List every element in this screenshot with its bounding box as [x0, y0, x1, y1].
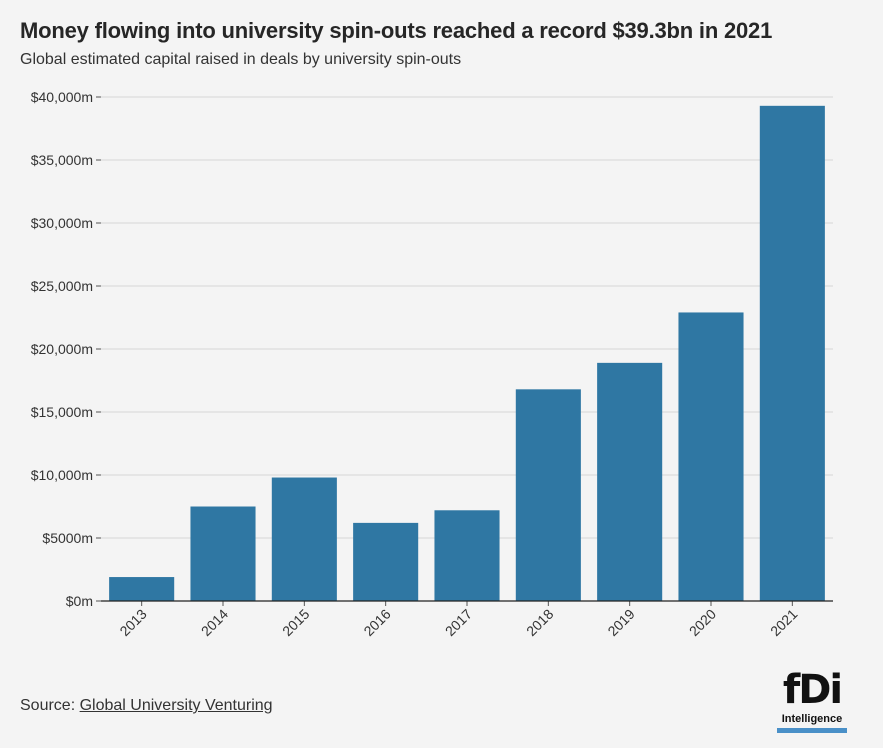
logo-mark: fDi — [782, 667, 843, 713]
logo-accent-bar — [777, 728, 847, 733]
x-tick-label: 2018 — [523, 606, 556, 639]
bar-2020 — [678, 312, 744, 601]
x-tick-label: 2017 — [442, 606, 475, 639]
y-tick-label: $0m — [66, 593, 93, 609]
x-tick-label: 2019 — [604, 606, 637, 639]
x-tick-label: 2015 — [279, 606, 312, 639]
bar-2016 — [353, 522, 419, 601]
source-link[interactable]: Global University Venturing — [79, 697, 273, 714]
bar-chart: $0m $5000m $10,000m $15,000m $20,000m $25,000… — [31, 89, 833, 639]
bar-2017 — [434, 510, 500, 601]
bar-2021 — [759, 105, 825, 601]
y-axis-ticks: $0m $5000m $10,000m $15,000m $20,000m $25,000… — [31, 89, 101, 609]
chart-subtitle: Global estimated capital raised in deals… — [20, 51, 462, 68]
y-tick-label: $40,000m — [31, 89, 93, 105]
y-tick-label: $15,000m — [31, 404, 93, 420]
x-axis-ticks: 2013 2014 2015 2016 2017 2018 2019 2020 2021 — [116, 601, 801, 639]
source-note: Source: Global University Venturing — [20, 697, 273, 715]
y-tick-label: $10,000m — [31, 467, 93, 483]
x-tick-label: 2013 — [116, 606, 149, 639]
source-prefix: Source: — [20, 697, 80, 714]
bar-2013 — [109, 577, 175, 601]
x-tick-label: 2021 — [767, 606, 800, 639]
x-tick-label: 2020 — [686, 606, 719, 639]
x-tick-label: 2014 — [198, 606, 231, 639]
y-tick-label: $25,000m — [31, 278, 93, 294]
y-tick-label: $30,000m — [31, 215, 93, 231]
chart-title: Money flowing into university spin-outs … — [20, 18, 773, 43]
y-tick-label: $5000m — [42, 530, 93, 546]
bars — [109, 105, 825, 601]
bar-2018 — [515, 389, 581, 601]
bar-2015 — [271, 477, 337, 601]
bar-2014 — [190, 506, 256, 601]
x-tick-label: 2016 — [360, 606, 393, 639]
y-tick-label: $20,000m — [31, 341, 93, 357]
fdi-intelligence-logo: fDi Intelligence — [777, 668, 847, 740]
bar-2019 — [597, 362, 663, 601]
logo-subtext: Intelligence — [781, 713, 843, 725]
y-tick-label: $35,000m — [31, 152, 93, 168]
